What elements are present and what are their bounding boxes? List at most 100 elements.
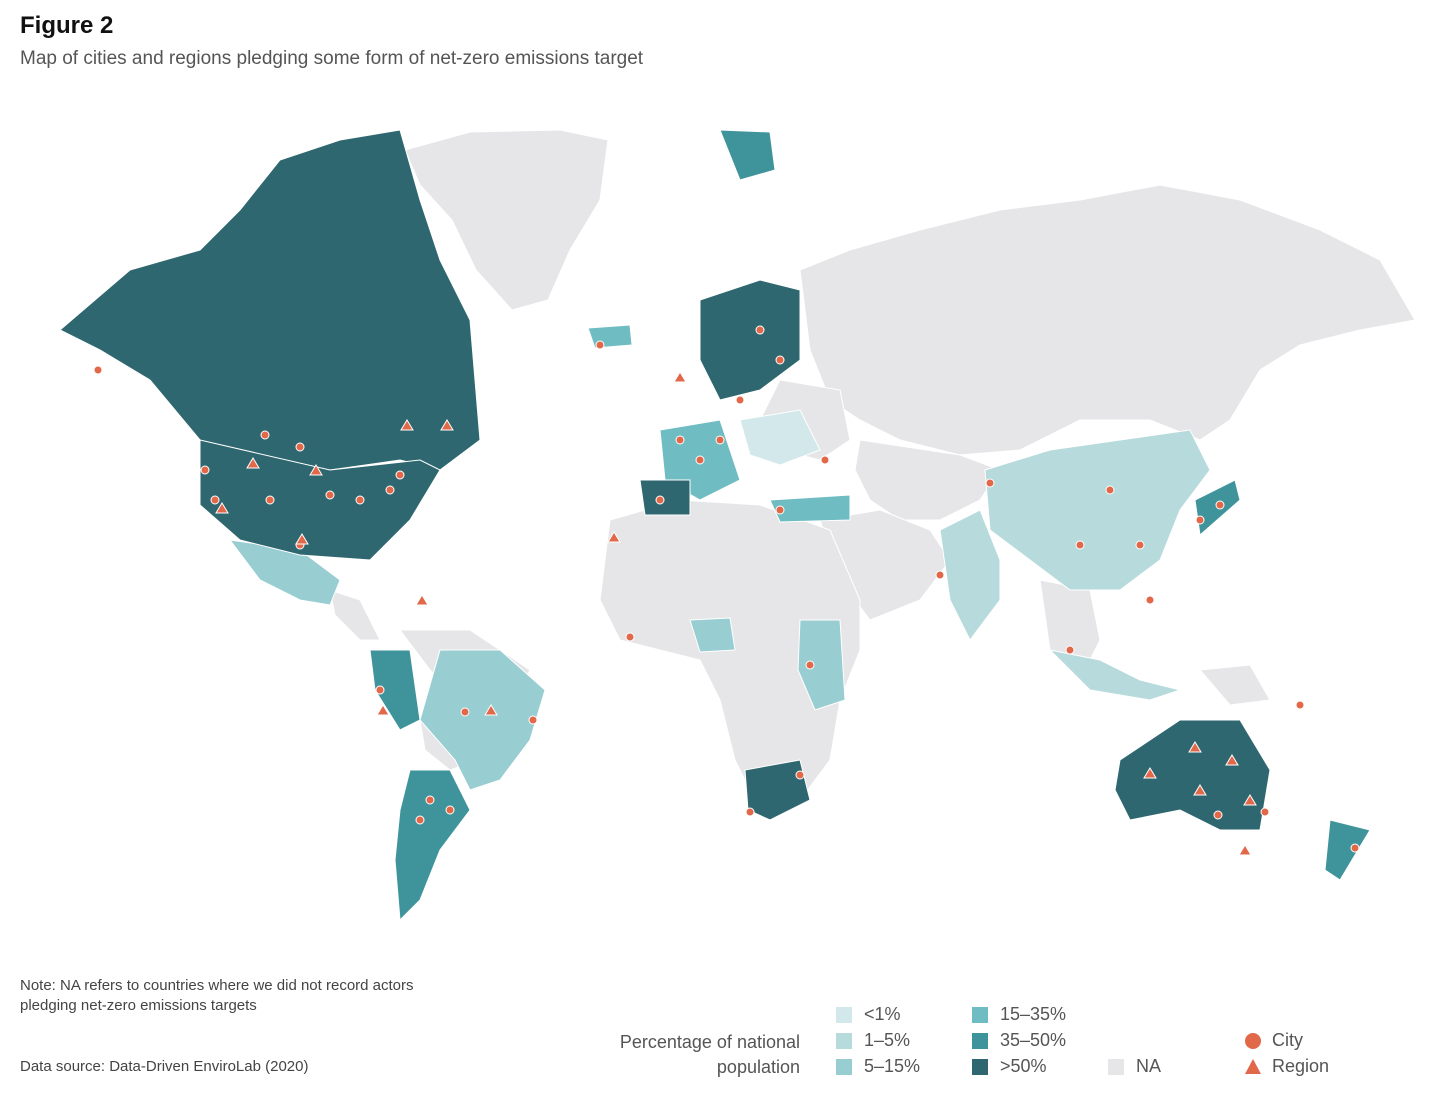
peru-ecuador	[369, 649, 421, 731]
south-africa	[744, 759, 811, 821]
city-marker	[1260, 807, 1270, 817]
city-marker	[985, 478, 995, 488]
city-marker	[445, 805, 455, 815]
city-marker	[655, 495, 665, 505]
city-marker	[745, 807, 755, 817]
region-marker	[400, 419, 414, 431]
light-teal-countries	[228, 409, 1211, 791]
city-marker	[385, 485, 395, 495]
nigeria	[689, 617, 736, 653]
city-marker	[295, 442, 305, 452]
legend-city: City	[1244, 1030, 1303, 1051]
city-marker	[675, 435, 685, 445]
png-grey	[1198, 664, 1271, 706]
city-marker	[415, 815, 425, 825]
argentina	[394, 769, 471, 922]
legend-bin-15-35: 15–35%	[972, 1004, 1066, 1025]
city-marker	[755, 325, 765, 335]
legend-bin-5-15: 5–15%	[836, 1056, 920, 1077]
legend-title: Percentage of national population	[560, 1030, 800, 1080]
city-marker	[805, 660, 815, 670]
city-marker	[325, 490, 335, 500]
india-pakistan	[939, 509, 1001, 641]
region-marker	[1238, 844, 1252, 856]
city-marker	[528, 715, 538, 725]
central-america	[329, 589, 381, 641]
legend-bin-label: 15–35%	[1000, 1004, 1067, 1024]
legend-swatch	[1108, 1058, 1124, 1075]
region-marker	[673, 371, 687, 383]
city-marker	[93, 365, 103, 375]
region-marker	[309, 464, 323, 476]
legend-title-line2: population	[716, 1057, 800, 1077]
legend-bin-label: NA	[1136, 1056, 1162, 1076]
city-marker	[1195, 515, 1205, 525]
legend-bin-35-50: 35–50%	[972, 1030, 1066, 1051]
east-africa	[797, 619, 846, 711]
city-marker	[200, 465, 210, 475]
city-marker	[1065, 645, 1075, 655]
city-marker	[820, 455, 830, 465]
legend-swatch	[972, 1006, 988, 1023]
legend-bin-label: <1%	[864, 1004, 901, 1024]
city-marker	[1145, 595, 1155, 605]
legend-city-label: City	[1272, 1030, 1303, 1050]
scandinavia	[699, 279, 801, 401]
world-map	[59, 129, 1416, 922]
region-marker	[1225, 754, 1239, 766]
city-marker	[735, 395, 745, 405]
figure-subtitle: Map of cities and regions pledging some …	[20, 48, 644, 69]
legend-title-line1: Percentage of national	[619, 1032, 800, 1052]
city-marker	[1215, 500, 1225, 510]
city-marker	[775, 505, 785, 515]
figure-label: Figure 2	[20, 12, 114, 39]
city-marker	[1213, 810, 1223, 820]
region-marker	[376, 704, 390, 716]
city-marker	[265, 495, 275, 505]
city-marker	[595, 340, 605, 350]
city-dot-icon	[1245, 1032, 1261, 1049]
city-marker	[1350, 843, 1360, 853]
region-triangle-icon	[1245, 1058, 1261, 1074]
new-zealand	[1324, 819, 1371, 881]
legend-region: Region	[1244, 1056, 1329, 1077]
region-markers	[215, 371, 1257, 856]
city-marker	[260, 430, 270, 440]
region-marker	[440, 419, 454, 431]
central-asia	[854, 439, 1001, 521]
city-marker	[715, 435, 725, 445]
city-marker	[1105, 485, 1115, 495]
city-marker	[355, 495, 365, 505]
legend-bin-gt50: >50%	[972, 1056, 1047, 1077]
city-marker	[210, 495, 220, 505]
region-marker	[607, 531, 621, 543]
region-marker	[415, 594, 429, 606]
city-marker	[1075, 540, 1085, 550]
australia	[1114, 719, 1271, 831]
legend-swatch	[836, 1058, 852, 1075]
legend-bin-lt1: <1%	[836, 1004, 901, 1025]
region-marker	[215, 502, 229, 514]
eastern-europe	[739, 409, 821, 466]
legend-bin-label: 1–5%	[864, 1030, 911, 1050]
city-marker	[935, 570, 945, 580]
region-marker	[246, 457, 260, 469]
legend-bin-label: >50%	[1000, 1056, 1047, 1076]
indonesia	[1048, 649, 1182, 701]
city-marker	[1295, 700, 1305, 710]
brazil	[419, 649, 546, 791]
legend-bin-label: 35–50%	[1000, 1030, 1067, 1050]
russia-asia	[799, 184, 1416, 456]
legend-region-label: Region	[1272, 1056, 1330, 1076]
region-marker	[1188, 741, 1202, 753]
canada-alaska	[59, 129, 481, 471]
turkey	[769, 494, 851, 523]
region-marker	[1143, 767, 1157, 779]
legend-swatch	[836, 1032, 852, 1049]
region-marker	[1243, 794, 1257, 806]
legend-bin-label: 5–15%	[864, 1056, 921, 1076]
city-marker	[460, 707, 470, 717]
region-marker	[484, 704, 498, 716]
legend-bin-na: NA	[1108, 1056, 1161, 1077]
china	[984, 429, 1211, 591]
